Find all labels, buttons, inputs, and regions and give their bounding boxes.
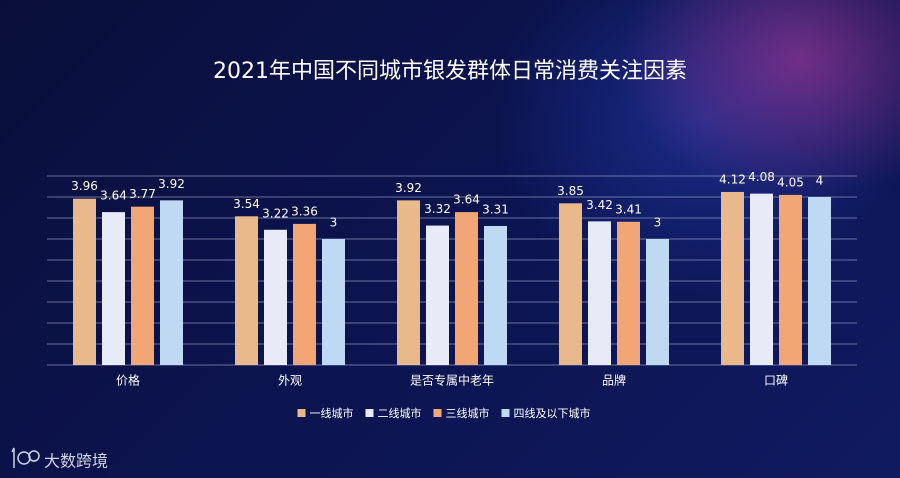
bar [73, 198, 96, 365]
legend-swatch [501, 409, 510, 417]
value-label: 3.64 [453, 193, 480, 207]
logo-text: 大数跨境 [44, 452, 108, 471]
x-tick-label: 口碑 [764, 373, 788, 388]
bar [131, 206, 154, 365]
value-label: 3.54 [233, 197, 260, 211]
bar [779, 194, 802, 365]
bar [322, 239, 345, 365]
bar [484, 225, 507, 365]
legend-label: 一线城市 [310, 406, 354, 420]
value-label: 4.05 [777, 175, 804, 189]
value-label: 3.42 [586, 198, 613, 212]
bar [646, 239, 669, 365]
legend-label: 二线城市 [378, 406, 422, 420]
x-tick-label: 品牌 [602, 374, 626, 388]
value-label: 3.92 [395, 181, 422, 195]
value-label: 3.85 [557, 184, 584, 198]
bar [617, 221, 640, 365]
bar [455, 212, 478, 365]
legend-swatch [433, 409, 442, 417]
bar [102, 212, 125, 365]
legend-label: 三线城市 [446, 406, 490, 420]
bar [426, 225, 449, 365]
chart-title: 2021年中国不同城市银发群体日常消费关注因素 [213, 59, 687, 84]
bar [750, 193, 773, 365]
x-tick-label: 是否专属中老年 [410, 373, 494, 388]
value-label: 4 [816, 174, 824, 188]
value-label: 3.36 [291, 204, 318, 218]
value-label: 3 [330, 216, 338, 230]
bar [293, 223, 316, 365]
legend-label: 四线及以下城市 [514, 406, 591, 420]
value-label: 3.22 [262, 206, 289, 220]
value-label: 4.08 [748, 170, 775, 184]
bar [264, 229, 287, 365]
value-label: 3.41 [615, 202, 642, 216]
value-label: 3.32 [424, 202, 451, 216]
bar [235, 216, 258, 365]
value-label: 3.77 [129, 187, 156, 201]
bar [559, 203, 582, 365]
bar [808, 197, 831, 365]
value-label: 4.12 [719, 172, 746, 186]
value-label: 3 [654, 216, 662, 230]
bar [160, 200, 183, 365]
bar [721, 191, 744, 365]
value-label: 3.64 [100, 189, 127, 203]
legend-swatch [365, 409, 374, 417]
x-tick-label: 价格 [116, 373, 140, 388]
x-tick-label: 外观 [278, 374, 302, 388]
bar [397, 200, 420, 365]
logo-icon [11, 447, 40, 468]
legend-swatch [297, 409, 306, 417]
value-label: 3.92 [158, 177, 185, 191]
value-label: 3.31 [482, 202, 509, 216]
bar [588, 221, 611, 365]
value-label: 3.96 [71, 179, 98, 193]
